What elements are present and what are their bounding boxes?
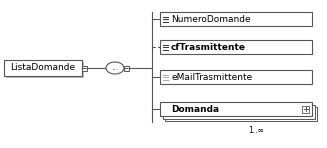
Text: NumeroDomande: NumeroDomande: [171, 15, 250, 24]
Bar: [82, 66, 87, 70]
FancyBboxPatch shape: [160, 40, 312, 54]
Text: Domanda: Domanda: [171, 104, 219, 114]
Text: −: −: [124, 66, 129, 70]
FancyBboxPatch shape: [160, 102, 312, 116]
Text: −: −: [82, 66, 87, 70]
Text: cfTrasmittente: cfTrasmittente: [171, 42, 246, 52]
Text: ...: ...: [112, 63, 119, 73]
Text: ListaDomande: ListaDomande: [10, 63, 76, 73]
FancyBboxPatch shape: [4, 60, 82, 76]
FancyBboxPatch shape: [6, 62, 84, 78]
FancyBboxPatch shape: [163, 105, 315, 119]
Bar: [302, 106, 309, 112]
Text: eMailTrasmittente: eMailTrasmittente: [171, 73, 252, 82]
Text: 1..∞: 1..∞: [248, 126, 264, 135]
Bar: [124, 66, 129, 70]
Ellipse shape: [106, 62, 124, 74]
FancyBboxPatch shape: [160, 12, 312, 26]
FancyBboxPatch shape: [165, 107, 317, 121]
FancyBboxPatch shape: [160, 70, 312, 84]
